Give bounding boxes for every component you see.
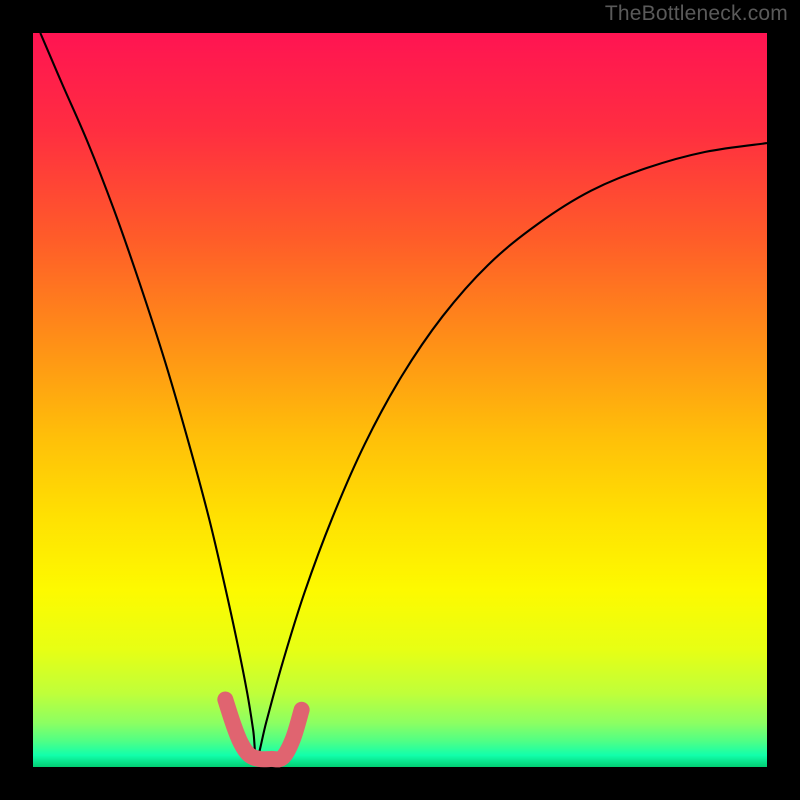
- plot-background: [33, 33, 767, 767]
- watermark-text: TheBottleneck.com: [605, 2, 788, 26]
- chart-stage: TheBottleneck.com: [0, 0, 800, 800]
- chart-svg: [0, 0, 800, 800]
